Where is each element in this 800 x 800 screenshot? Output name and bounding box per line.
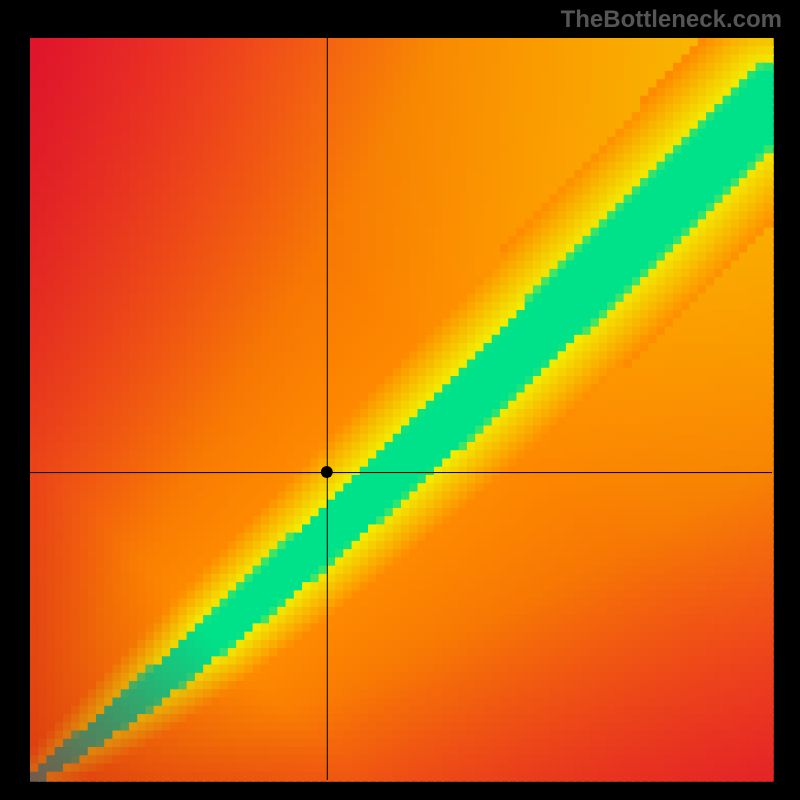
watermark-text: TheBottleneck.com: [561, 6, 782, 34]
chart-container: TheBottleneck.com: [0, 0, 800, 800]
heatmap-canvas: [0, 0, 800, 800]
